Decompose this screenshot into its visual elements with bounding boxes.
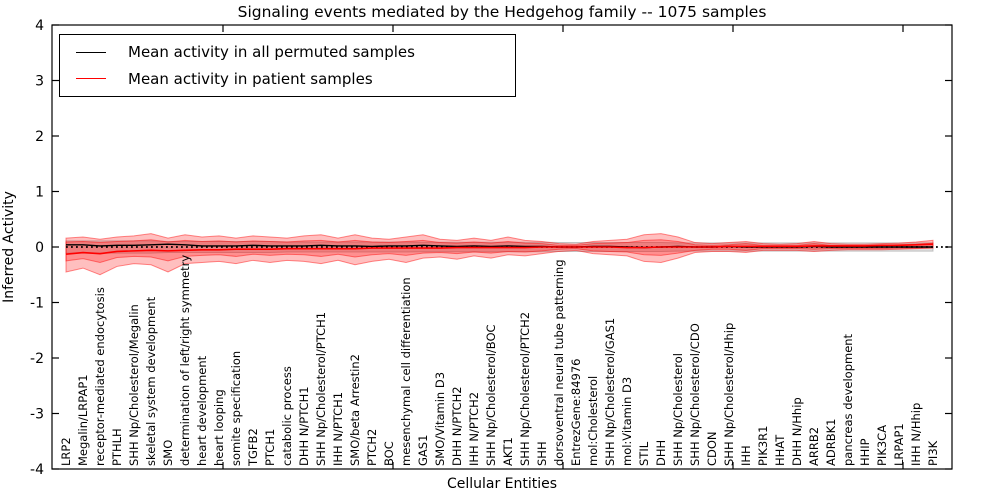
x-tick-label: PIK3CA: [875, 425, 889, 466]
y-tick-label: -2: [30, 351, 44, 367]
y-tick-label: -3: [30, 407, 44, 423]
legend-red-line-swatch: [76, 78, 106, 80]
legend-entry-patient: Mean activity in patient samples: [76, 70, 515, 88]
x-tick-label: SMO/Vitamin D3: [433, 372, 447, 466]
x-tick-label: LRPAP1: [892, 423, 906, 466]
x-tick-label: catabolic process: [280, 366, 294, 466]
x-tick-label: SHH Np/Cholesterol/Hhip: [722, 323, 736, 466]
x-tick-label: mesenchymal cell differentiation: [399, 277, 413, 466]
y-tick-label: 1: [35, 185, 44, 201]
x-tick-label: skeletal system development: [144, 296, 158, 466]
x-tick-label: mol:Cholesterol: [586, 376, 600, 466]
x-tick-label: SHH Np/Cholesterol/PTCH1: [314, 312, 328, 466]
legend-entry-permuted: Mean activity in all permuted samples: [76, 43, 515, 61]
x-tick-label: PIK3R1: [756, 426, 770, 467]
x-tick-label: TGFB2: [246, 428, 260, 467]
x-tick-label: Megalin/LRPAP1: [76, 374, 90, 466]
legend-label-patient: Mean activity in patient samples: [128, 69, 373, 88]
x-tick-label: DHH N/Hhip: [790, 397, 804, 466]
x-tick-label: SMO/beta Arrestin2: [348, 354, 362, 466]
y-tick-label: -4: [30, 462, 44, 478]
legend-black-line-swatch: [76, 51, 106, 53]
x-tick-label: PI3K: [926, 440, 940, 466]
x-tick-label: IHH N/PTCH2: [467, 392, 481, 466]
x-tick-label: HHIP: [858, 438, 872, 466]
x-tick-label: ADRBK1: [824, 419, 838, 466]
x-tick-label: SHH Np/Cholesterol/CDO: [688, 323, 702, 466]
x-tick-label: pancreas development: [841, 333, 855, 466]
x-tick-label: receptor-mediated endocytosis: [93, 287, 107, 466]
x-tick-label: heart looping: [212, 389, 226, 466]
x-tick-label: SHH Np/Cholesterol/Megalin: [127, 304, 141, 466]
x-tick-label: LRP2: [59, 437, 73, 466]
x-tick-label: PTCH2: [365, 429, 379, 466]
x-tick-label: BOC: [382, 441, 396, 466]
legend: Mean activity in all permuted samples Me…: [59, 34, 516, 97]
x-tick-label: IHH N/Hhip: [909, 403, 923, 466]
x-tick-label: IHH N/PTCH1: [331, 392, 345, 466]
legend-label-permuted: Mean activity in all permuted samples: [128, 43, 415, 62]
chart-title: Signaling events mediated by the Hedgeho…: [237, 3, 767, 21]
x-tick-label: ARRB2: [807, 427, 821, 466]
x-tick-label: DHH N/PTCH2: [450, 386, 464, 466]
y-tick-label: -1: [30, 296, 44, 312]
x-tick-label: heart development: [195, 355, 209, 466]
x-tick-label: IHH: [739, 445, 753, 466]
x-tick-label: SHH Np/Cholesterol: [671, 353, 685, 466]
x-tick-label: SHH: [535, 441, 549, 466]
x-tick-label: DHH N/PTCH1: [297, 386, 311, 466]
x-tick-label: HHAT: [773, 434, 787, 466]
x-tick-label: STIL: [637, 441, 651, 466]
x-axis-label: Cellular Entities: [446, 476, 558, 492]
x-tick-label: SMO: [161, 440, 175, 466]
y-tick-label: 3: [35, 74, 44, 90]
x-tick-label: PTCH1: [263, 429, 277, 466]
patient-mean-line: [65, 243, 934, 256]
x-tick-label: CDON: [705, 431, 719, 466]
x-tick-label: SHH Np/Cholesterol/BOC: [484, 324, 498, 466]
x-tick-label: AKT1: [501, 437, 515, 466]
y-tick-label: 0: [35, 240, 44, 256]
band-patient-samples-spread-outer: [65, 233, 934, 276]
x-tick-label: dorsoventral neural tube patterning: [552, 259, 566, 466]
x-tick-label: SHH Np/Cholesterol/GAS1: [603, 318, 617, 466]
x-tick-label: somite specification: [229, 351, 243, 466]
x-tick-label: mol:Vitamin D3: [620, 377, 634, 466]
x-tick-label: GAS1: [416, 435, 430, 466]
x-tick-label: determination of left/right symmetry: [178, 255, 192, 466]
x-tick-label: PTHLH: [110, 428, 124, 466]
y-tick-label: 4: [35, 18, 44, 34]
x-tick-label: DHH: [654, 440, 668, 466]
y-tick-label: 2: [35, 129, 44, 145]
x-tick-label: SHH Np/Cholesterol/PTCH2: [518, 312, 532, 466]
x-tick-label: EntrezGene:84976: [569, 359, 583, 466]
